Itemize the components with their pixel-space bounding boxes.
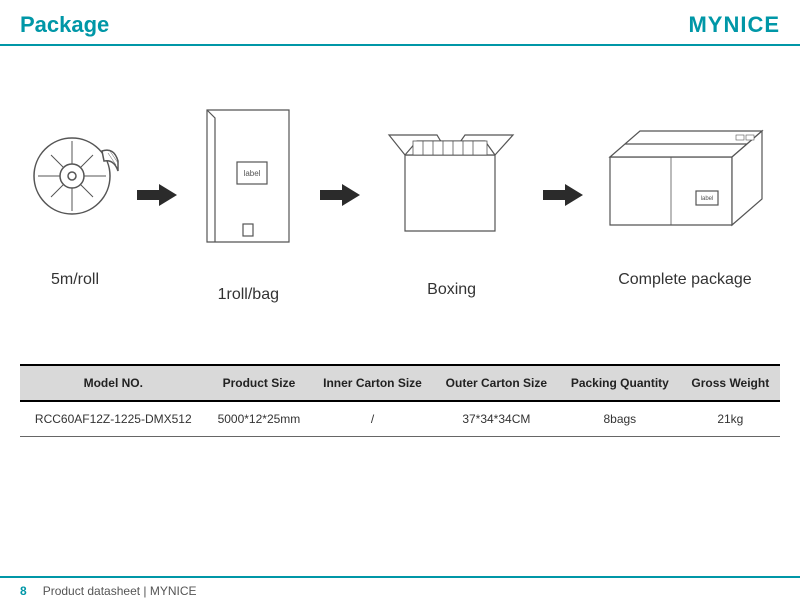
stage-caption: Complete package — [618, 271, 751, 289]
closed-box-icon: label — [600, 121, 770, 231]
table-header-row: Model NO. Product Size Inner Carton Size… — [20, 365, 780, 401]
section-title: Package — [20, 12, 109, 38]
table-row: RCC60AF12Z-1225-DMX512 5000*12*25mm / 37… — [20, 401, 780, 437]
brand-logo: MYNICE — [688, 12, 780, 38]
stage-bag: label 1roll/bag — [193, 106, 303, 304]
footer-text: Product datasheet | MYNICE — [43, 584, 197, 598]
col-header: Gross Weight — [681, 365, 780, 401]
bag-label-text: label — [244, 169, 261, 178]
open-box-icon — [377, 111, 527, 241]
stage-boxing: Boxing — [377, 111, 527, 299]
cell-gross-weight: 21kg — [681, 401, 780, 437]
packaging-diagram: 5m/roll label 1roll/bag — [0, 46, 800, 324]
arrow-icon — [541, 182, 585, 208]
stage-complete: label Complete package — [600, 121, 770, 289]
page-number: 8 — [20, 584, 27, 598]
stage-reel: 5m/roll — [30, 121, 120, 289]
page-footer: 8 Product datasheet | MYNICE — [0, 576, 800, 604]
spec-table: Model NO. Product Size Inner Carton Size… — [20, 364, 780, 437]
cell-model: RCC60AF12Z-1225-DMX512 — [20, 401, 207, 437]
stage-caption: 1roll/bag — [218, 286, 279, 304]
box-label-text: label — [701, 196, 714, 202]
page-header: Package MYNICE — [0, 0, 800, 46]
col-header: Product Size — [207, 365, 312, 401]
col-header: Packing Quantity — [559, 365, 681, 401]
col-header: Inner Carton Size — [311, 365, 433, 401]
col-header: Outer Carton Size — [434, 365, 559, 401]
spec-table-wrap: Model NO. Product Size Inner Carton Size… — [0, 324, 800, 437]
reel-icon — [30, 121, 120, 231]
col-header: Model NO. — [20, 365, 207, 401]
cell-packing-qty: 8bags — [559, 401, 681, 437]
cell-inner-carton: / — [311, 401, 433, 437]
arrow-icon — [135, 182, 179, 208]
cell-outer-carton: 37*34*34CM — [434, 401, 559, 437]
bag-icon: label — [193, 106, 303, 246]
cell-product-size: 5000*12*25mm — [207, 401, 312, 437]
stage-caption: Boxing — [427, 281, 476, 299]
arrow-icon — [318, 182, 362, 208]
stage-caption: 5m/roll — [51, 271, 99, 289]
